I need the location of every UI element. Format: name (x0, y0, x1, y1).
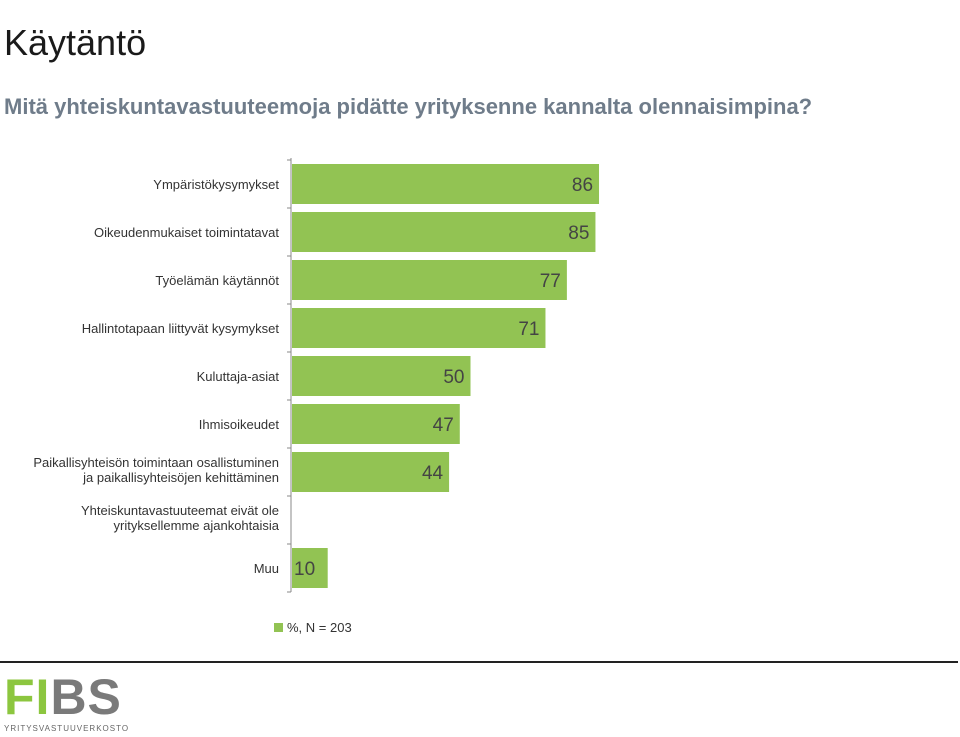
bar-value-label: 50 (443, 367, 464, 388)
bar-value-label: 44 (422, 463, 444, 484)
logo-letters-green: FI (4, 669, 51, 725)
category-label: Kuluttaja-asiat (197, 369, 280, 384)
category-label: Yhteiskuntavastuuteemat eivät ole yrityks… (81, 503, 280, 533)
logo-wordmark: FIBS (4, 672, 129, 722)
bar (292, 212, 596, 252)
bar-value-label: 71 (518, 319, 539, 340)
logo-letters-grey: BS (50, 669, 122, 725)
category-label: Ympäristökysymykset (153, 177, 279, 192)
bar-value-label: 10 (294, 559, 315, 580)
bar (292, 452, 450, 492)
bar-chart: Ympäristökysymykset 86 Oikeudenmukaiset to… (33, 158, 600, 635)
bar (292, 404, 460, 444)
bar (292, 548, 328, 588)
logo-tagline: YRITYSVASTUUVERKOSTO (4, 724, 130, 733)
fibs-logo: FIBS YRITYSVASTUUVERKOSTO (4, 672, 129, 733)
footer-divider (0, 661, 958, 663)
category-label: Työelämän käytännöt (155, 273, 279, 288)
category-label: Muu (254, 561, 279, 576)
bar (292, 308, 546, 348)
category-label: Paikallisyhteisön toimintaan osallistumi… (33, 455, 279, 485)
legend-label: %, N = 203 (287, 620, 352, 635)
bar-value-label: 77 (540, 271, 561, 292)
bar (292, 356, 471, 396)
bar-value-label: 47 (433, 415, 454, 436)
page-subtitle: Mitä yhteiskuntavastuuteemoja pidätte yr… (4, 94, 813, 119)
bar (292, 260, 567, 300)
category-label: Hallintotapaan liittyvät kysymykset (82, 321, 280, 336)
bar-value-label: 85 (568, 223, 589, 244)
bar (292, 164, 600, 204)
category-label: Oikeudenmukaiset toimintatavat (94, 225, 279, 240)
legend-swatch (274, 623, 283, 632)
page-title: Käytäntö (4, 22, 147, 63)
category-label: Ihmisoikeudet (199, 417, 280, 432)
bar-value-label: 86 (572, 175, 593, 196)
